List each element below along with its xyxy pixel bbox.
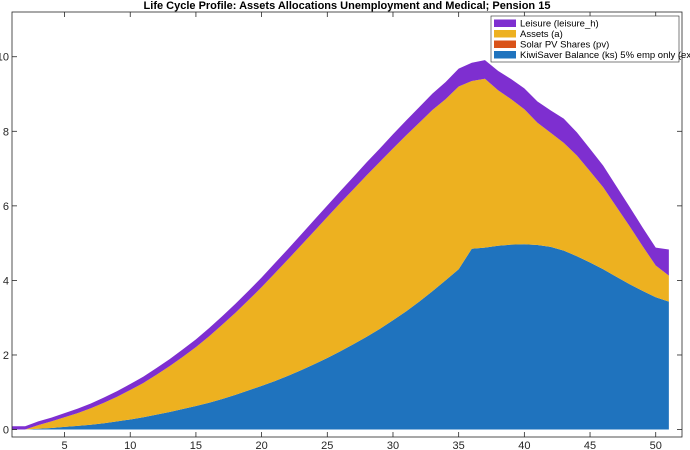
legend-label: Solar PV Shares (pv) [520, 40, 609, 51]
legend-label: Leisure (leisure_h) [520, 19, 599, 30]
y-tick-label: 0 [3, 425, 9, 437]
x-axis: 5 10 15 20 25 30 35 40 45 50 [61, 12, 662, 450]
y-tick-label: 10 [0, 52, 9, 64]
legend-swatch [494, 30, 516, 38]
legend: Leisure (leisure_h)Assets (a)Solar PV Sh… [490, 15, 690, 63]
y-tick-label: 8 [3, 126, 9, 138]
y-tick-label: 6 [3, 201, 9, 213]
y-axis: 0 2 4 6 8 10 [0, 52, 682, 437]
x-tick-label: 30 [387, 440, 399, 450]
x-tick-label: 10 [124, 440, 136, 450]
legend-label: Assets (a) [520, 29, 563, 40]
x-tick-label: 20 [255, 440, 267, 450]
area-layer [12, 60, 669, 430]
plot-frame [11, 11, 683, 438]
legend-label: KiwiSaver Balance (ks) 5% emp only (exp … [520, 50, 690, 61]
area-series-0 [12, 244, 669, 430]
y-tick-label: 4 [3, 275, 9, 287]
x-tick-label: 25 [321, 440, 333, 450]
area-series-2 [12, 78, 669, 430]
y-tick-label: 2 [3, 350, 9, 362]
x-tick-label: 35 [453, 440, 465, 450]
legend-swatch [494, 51, 516, 59]
x-tick-label: 40 [518, 440, 530, 450]
legend-swatch [494, 40, 516, 48]
legend-box [490, 15, 680, 63]
legend-swatch [494, 19, 516, 27]
chart-title: Life Cycle Profile: Assets Allocations U… [144, 0, 551, 12]
x-tick-label: 15 [190, 440, 202, 450]
x-tick-label: 5 [61, 440, 67, 450]
x-tick-label: 50 [650, 440, 662, 450]
x-tick-label: 45 [584, 440, 596, 450]
